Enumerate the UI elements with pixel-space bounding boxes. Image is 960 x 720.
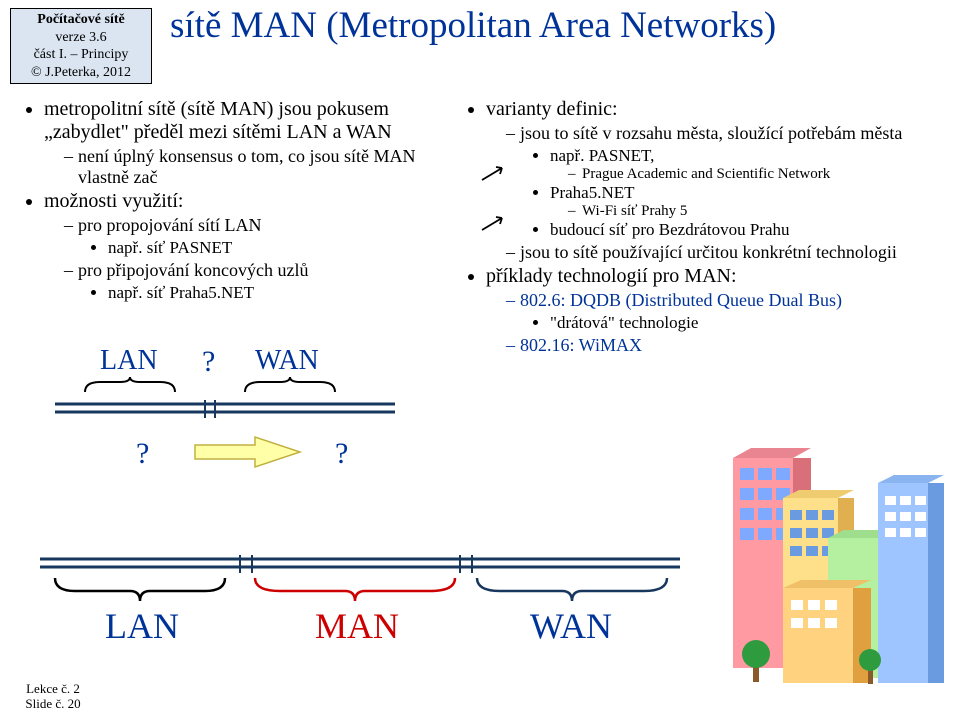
left-bullet-1: metropolitní sítě (sítě MAN) jsou pokuse… [44, 98, 452, 188]
left-b2-text: možnosti využití: [44, 190, 183, 212]
right-b1-text: varianty definic: [486, 98, 618, 120]
small-bars [55, 400, 395, 418]
small-wan-label: WAN [255, 345, 319, 377]
slide-title: sítě MAN (Metropolitan Area Networks) [170, 4, 776, 47]
right-b1-s1-a-sub: Prague Academic and Scientific Network [568, 166, 932, 183]
right-b1-sub2: jsou to sítě používající určitou konkrét… [506, 242, 932, 263]
right-b1-s1-b-sub: Wi-Fi síť Prahy 5 [568, 203, 932, 220]
right-b2-sub1-a: "drátová" technologie [550, 313, 932, 333]
right-bullet-1: varianty definic: jsou to sítě v rozsahu… [486, 98, 932, 263]
left-b1-sub1: není úplný konsensus o tom, co jsou sítě… [64, 146, 452, 188]
course-copyright: © J.Peterka, 2012 [11, 64, 151, 82]
right-b2-text: příklady technologií pro MAN: [486, 265, 737, 287]
small-arrow-icon [185, 427, 305, 477]
right-b1-s1-a: např. PASNET, Prague Academic and Scient… [550, 146, 932, 183]
footer-slide: Slide č. 20 [8, 696, 98, 712]
ref-arrow-2 [480, 212, 512, 234]
course-part: část I. – Principy [11, 46, 151, 64]
big-bars [40, 555, 680, 573]
footer-lecture: Lekce č. 2 [8, 681, 98, 697]
left-b2-sub2-a: např. síť Praha5.NET [108, 283, 452, 303]
big-lan-label: LAN [105, 605, 179, 647]
right-b2-sub2: 802.16: WiMAX [506, 335, 932, 356]
left-b1-text: metropolitní sítě (sítě MAN) jsou pokuse… [44, 98, 392, 143]
left-bullet-2: možnosti využití: pro propojování sítí L… [44, 190, 452, 303]
ref-arrow-1 [480, 162, 512, 184]
left-b2-sub2: pro připojování koncových uzlů např. síť… [64, 260, 452, 303]
left-b2-sub1-a: např. síť PASNET [108, 238, 452, 258]
big-man-brace [250, 573, 460, 603]
big-diagram: LAN MAN WAN [40, 555, 680, 715]
left-column: metropolitní sítě (sítě MAN) jsou pokuse… [22, 98, 452, 358]
right-b1-s1-b: Praha5.NET Wi-Fi síť Prahy 5 [550, 183, 932, 220]
small-lan-brace [80, 377, 180, 399]
slide-footer: Lekce č. 2 Slide č. 20 [8, 681, 98, 712]
course-title: Počítačové sítě [11, 11, 151, 29]
small-q-top: ? [202, 345, 215, 379]
course-version: verze 3.6 [11, 29, 151, 47]
small-lan-label: LAN [100, 345, 158, 377]
big-wan-label: WAN [530, 605, 612, 647]
big-wan-brace [472, 573, 672, 603]
right-b1-sub1: jsou to sítě v rozsahu města, sloužící p… [506, 123, 932, 240]
small-q-left: ? [136, 437, 149, 471]
right-b1-s1-c: budoucí síť pro Bezdrátovou Prahu [550, 220, 932, 240]
small-wan-brace [240, 377, 340, 399]
big-lan-brace [50, 573, 230, 603]
small-diagram: LAN ? WAN ? ? [100, 345, 400, 485]
left-b2-sub1: pro propojování sítí LAN např. síť PASNE… [64, 215, 452, 258]
small-q-right: ? [335, 437, 348, 471]
right-column: varianty definic: jsou to sítě v rozsahu… [464, 98, 932, 358]
right-b2-sub1: 802.6: DQDB (Distributed Queue Dual Bus)… [506, 290, 932, 333]
big-man-label: MAN [315, 605, 399, 647]
course-header: Počítačové sítě verze 3.6 část I. – Prin… [10, 8, 152, 84]
buildings-illustration [728, 428, 948, 688]
right-bullet-2: příklady technologií pro MAN: 802.6: DQD… [486, 265, 932, 356]
